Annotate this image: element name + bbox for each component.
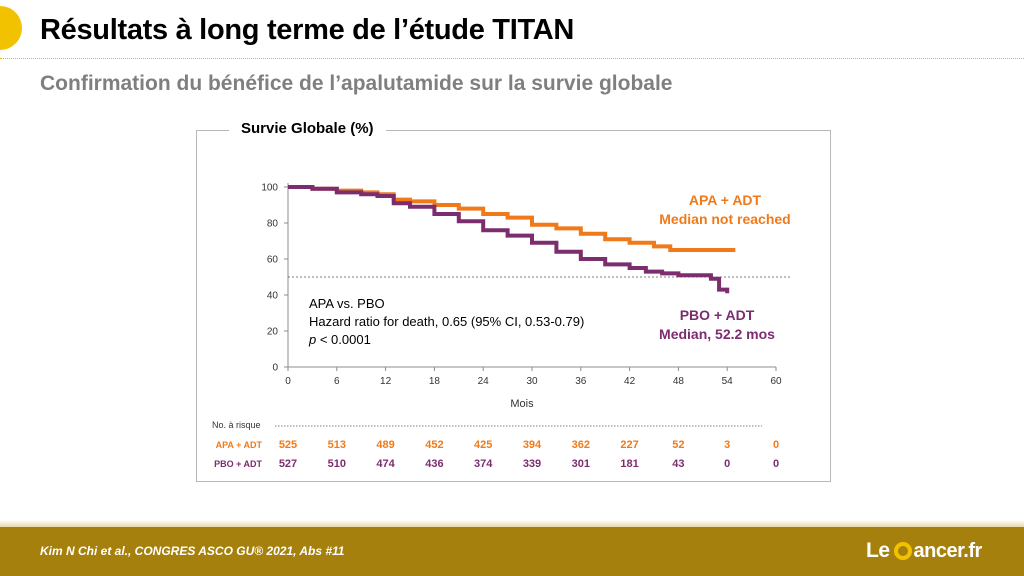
y-tick-label: 60 — [267, 255, 279, 266]
risk-row-label: PBO + ADT — [214, 459, 262, 469]
risk-row-label: APA + ADT — [216, 440, 263, 450]
x-tick-label: 6 — [334, 376, 340, 387]
logo-text-left: Le — [866, 539, 890, 562]
x-tick-label: 36 — [575, 376, 587, 387]
logo-c-icon — [893, 542, 912, 560]
page-title: Résultats à long terme de l’étude TITAN — [40, 14, 575, 46]
y-tick-label: 20 — [267, 327, 279, 338]
risk-count: 374 — [474, 458, 493, 470]
apa-median-label: Median not reached — [659, 211, 790, 227]
risk-table: No. à risque APA + ADT 525 513 489 452 425 394 3… — [212, 420, 779, 470]
risk-count: 436 — [425, 458, 443, 470]
risk-count: 362 — [572, 439, 590, 451]
logo-text-right: ancer.fr — [913, 539, 983, 562]
risk-count: 52 — [672, 439, 684, 451]
survival-curves — [288, 185, 736, 294]
risk-count: 227 — [620, 439, 638, 451]
y-tick-label: 40 — [267, 291, 279, 302]
x-tick-label: 24 — [478, 376, 490, 387]
risk-count: 527 — [279, 458, 297, 470]
risk-count: 3 — [724, 439, 730, 451]
risk-count: 339 — [523, 458, 541, 470]
citation: Kim N Chi et al., CONGRES ASCO GU® 2021,… — [40, 544, 345, 558]
x-tick-label: 18 — [429, 376, 441, 387]
x-tick-label: 30 — [526, 376, 538, 387]
annotation-p-value: p < 0.0001 — [308, 332, 371, 347]
risk-count: 181 — [620, 458, 638, 470]
risk-count: 0 — [773, 439, 779, 451]
risk-count: 513 — [328, 439, 346, 451]
chart-title: Survie Globale (%) — [229, 120, 386, 137]
x-axis-label: Mois — [510, 398, 534, 410]
x-tick-label: 60 — [770, 376, 782, 387]
annotation-hazard-ratio: Hazard ratio for death, 0.65 (95% CI, 0.… — [309, 314, 584, 329]
footer-band — [0, 527, 1024, 576]
pbo-adt-curve — [288, 185, 730, 294]
x-tick-label: 42 — [624, 376, 636, 387]
title-divider — [0, 58, 1024, 59]
hazard-annotation: APA vs. PBO Hazard ratio for death, 0.65 … — [308, 296, 584, 347]
annotation-comparison: APA vs. PBO — [309, 296, 385, 311]
x-tick-label: 12 — [380, 376, 392, 387]
series-labels: APA + ADT Median not reached PBO + ADT Medi… — [659, 192, 791, 342]
risk-count: 394 — [523, 439, 542, 451]
risk-count: 0 — [773, 458, 779, 470]
pbo-median-label: Median, 52.2 mos — [659, 326, 775, 342]
pbo-label: PBO + ADT — [680, 307, 755, 323]
risk-count: 525 — [279, 439, 297, 451]
y-tick-label: 100 — [261, 183, 278, 194]
corner-accent — [0, 6, 22, 50]
y-tick-label: 0 — [272, 363, 278, 374]
x-tick-label: 48 — [673, 376, 685, 387]
y-tick-label: 80 — [267, 219, 279, 230]
footer-fade — [0, 520, 1024, 528]
risk-count: 474 — [376, 458, 395, 470]
risk-count: 489 — [376, 439, 394, 451]
risk-table-header: No. à risque — [212, 420, 261, 430]
page-subtitle: Confirmation du bénéfice de l’apalutamid… — [40, 72, 673, 95]
x-tick-label: 0 — [285, 376, 291, 387]
chart-axes: 0 20 40 60 80 100 0 6 12 18 24 30 36 42 48 54 60 Mois — [261, 183, 792, 410]
apa-label: APA + ADT — [689, 192, 762, 208]
risk-count: 0 — [724, 458, 730, 470]
lecancer-logo: Le ancer.fr — [866, 538, 982, 564]
risk-count: 43 — [672, 458, 684, 470]
x-tick-label: 54 — [722, 376, 734, 387]
risk-count: 425 — [474, 439, 492, 451]
risk-count: 510 — [328, 458, 346, 470]
risk-count: 452 — [425, 439, 443, 451]
risk-count: 301 — [572, 458, 590, 470]
